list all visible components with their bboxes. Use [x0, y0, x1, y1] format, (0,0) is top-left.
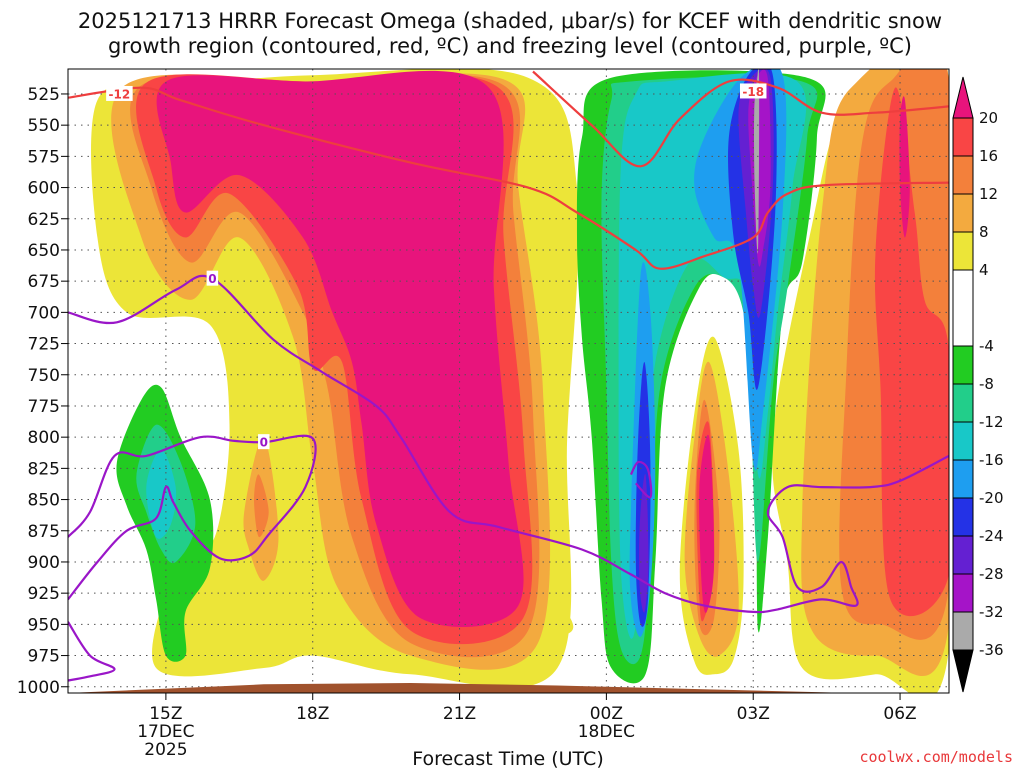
- plot-frame: [67, 68, 950, 694]
- y-tick-label: 675: [28, 272, 60, 292]
- dendritic-contour-line: [68, 86, 949, 270]
- x-tick-label: 18Z: [296, 704, 329, 724]
- freezing-contour-label-bg: [206, 270, 219, 286]
- colorbar-bin: [952, 193, 974, 233]
- colorbar-bin: [952, 383, 974, 423]
- y-tick-label: 800: [28, 428, 60, 448]
- y-tick-label: 700: [28, 303, 60, 323]
- y-tick-label: 850: [28, 491, 60, 511]
- y-tick-label: 975: [28, 647, 60, 667]
- colorbar-label: -24: [979, 527, 1004, 545]
- x-tick-label: 15Z: [149, 704, 182, 724]
- x-tick-label: 00Z: [590, 704, 623, 724]
- x-tick-label: 03Z: [737, 704, 770, 724]
- y-tick-label: 525: [28, 85, 60, 105]
- y-tick-label: 575: [28, 147, 60, 167]
- colorbar: 20 16 12 8 4 -4 -8 -12 -16 -20 -24 -28 -32 -36: [952, 76, 1004, 693]
- freezing-contour-line: [68, 621, 116, 682]
- y-tick-label: 550: [28, 116, 60, 136]
- y-tick-label: 600: [28, 179, 60, 199]
- x-tick-date-label: 18DEC: [578, 722, 635, 742]
- dendritic-contour-label: -18: [742, 85, 764, 99]
- colorbar-label: 12: [979, 185, 998, 203]
- colorbar-bin: [952, 345, 974, 385]
- colorbar-label: -32: [979, 603, 1004, 621]
- chart-title-line2: growth region (contoured, red, ºC) and f…: [108, 34, 912, 58]
- colorbar-bin: [952, 611, 974, 651]
- y-tick-label: 900: [28, 553, 60, 573]
- freezing-contour-line: [629, 460, 653, 499]
- ground-surface: [68, 683, 949, 693]
- colorbar-label: -36: [979, 641, 1004, 659]
- freezing-contour-label-bg: [258, 434, 270, 450]
- x-tick-year-label: 2025: [144, 740, 187, 760]
- dendritic-contour-label: -12: [109, 87, 131, 101]
- colorbar-label: 4: [979, 261, 989, 279]
- contour-lines: -12 -18 0 0: [68, 70, 949, 682]
- omega-region: [699, 434, 715, 613]
- y-tick-label: 925: [28, 584, 60, 604]
- dendritic-contour-label-bg: [106, 85, 133, 101]
- colorbar-label: -16: [979, 451, 1004, 469]
- omega-region: [899, 96, 910, 238]
- omega-region: [639, 473, 649, 613]
- colorbar-bin: [952, 421, 974, 461]
- grid-lines: [68, 69, 949, 693]
- colorbar-bin: [952, 231, 974, 271]
- colorbar-label: -12: [979, 413, 1004, 431]
- freezing-contour-line: [68, 434, 317, 601]
- colorbar-label: 16: [979, 147, 998, 165]
- colorbar-bin: [952, 155, 974, 195]
- omega-region: [146, 449, 177, 539]
- colorbar-bin: [952, 497, 974, 537]
- freezing-contour-line: [68, 274, 949, 614]
- colorbar-label: -20: [979, 489, 1004, 507]
- freezing-contour-label: 0: [208, 272, 216, 286]
- y-tick-label: 1000: [17, 678, 60, 698]
- dendritic-contour-label-bg: [739, 83, 767, 99]
- y-tick-label: 775: [28, 397, 60, 417]
- colorbar-label: -28: [979, 565, 1004, 583]
- freezing-contour-label: 0: [260, 436, 268, 450]
- y-tick-label: 875: [28, 522, 60, 542]
- colorbar-bin: [952, 269, 974, 347]
- y-tick-label: 825: [28, 459, 60, 479]
- y-tick-label: 650: [28, 241, 60, 261]
- ground-layer: [68, 683, 949, 693]
- colorbar-top-triangle: [952, 76, 974, 119]
- x-tick-label: 21Z: [443, 704, 476, 724]
- omega-region: [254, 474, 269, 538]
- colorbar-bin: [952, 117, 974, 157]
- colorbar-bin: [952, 573, 974, 613]
- x-axis-label: Forecast Time (UTC): [412, 748, 603, 768]
- colorbar-label: -4: [979, 337, 994, 355]
- y-tick-label: 950: [28, 615, 60, 635]
- x-tick-label: 06Z: [883, 704, 916, 724]
- colorbar-label: 8: [979, 223, 989, 241]
- colorbar-bottom-triangle: [952, 649, 974, 693]
- colorbar-label: -8: [979, 375, 994, 393]
- credit-link[interactable]: coolwx.com/models: [859, 748, 1013, 766]
- colorbar-label: 20: [979, 109, 998, 127]
- y-tick-label: 725: [28, 335, 60, 355]
- colorbar-bin: [952, 535, 974, 575]
- dendritic-contour-line: [532, 70, 949, 168]
- chart-title-line1: 2025121713 HRRR Forecast Omega (shaded, …: [78, 9, 942, 33]
- colorbar-bin: [952, 459, 974, 499]
- y-tick-label: 625: [28, 210, 60, 230]
- plot-area: -12 -18 0 0: [68, 69, 949, 693]
- x-tick-date-label: 17DEC: [137, 722, 194, 742]
- y-axis: 525 550 575 600 625 650 675 700 725 750 775 800 825 8…: [17, 85, 68, 698]
- omega-region: [753, 69, 760, 254]
- y-tick-label: 750: [28, 366, 60, 386]
